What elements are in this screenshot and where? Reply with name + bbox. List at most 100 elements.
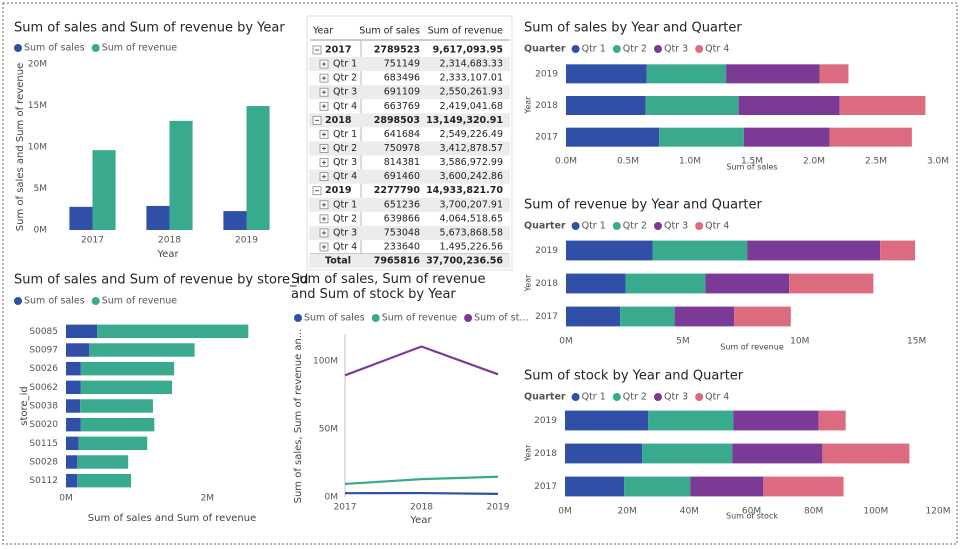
x-axis-label: Sum of sales bbox=[726, 163, 777, 172]
table-cell: 2019 bbox=[325, 185, 351, 196]
x-tick-label: 2.5M bbox=[865, 157, 887, 167]
chart-title: Sum of stock by Year and Quarter bbox=[524, 369, 744, 384]
bar-segment bbox=[66, 417, 81, 432]
legend-title: Quarter bbox=[524, 44, 566, 55]
legend-label: Qtr 3 bbox=[664, 221, 688, 232]
table-cell: 3,586,972.99 bbox=[440, 157, 503, 168]
table-cell: 641684 bbox=[384, 129, 420, 140]
bar-segment bbox=[66, 436, 79, 451]
x-axis-label: Sum of revenue bbox=[720, 343, 784, 352]
table-header: Sum of revenue bbox=[428, 26, 504, 37]
x-tick-label: 0M bbox=[59, 494, 73, 504]
x-tick-label: 60M bbox=[742, 507, 761, 517]
x-tick-label: 0.5M bbox=[617, 157, 639, 167]
legend-label: Qtr 2 bbox=[623, 392, 647, 403]
y-axis-label: Sum of sales and Sum of revenue bbox=[15, 63, 26, 231]
y-tick-label: 0M bbox=[325, 493, 339, 503]
y-tick-label: 2019 bbox=[535, 69, 558, 79]
legend-label: Sum of sales bbox=[304, 313, 365, 324]
table-cell: Qtr 3 bbox=[333, 87, 357, 98]
legend-swatch bbox=[571, 45, 580, 53]
bar-segment bbox=[566, 240, 653, 261]
x-tick-label: 2018 bbox=[158, 236, 181, 246]
bar-segment bbox=[66, 361, 81, 376]
legend-label: Qtr 1 bbox=[582, 44, 606, 55]
x-tick-label: 0.0M bbox=[555, 157, 577, 167]
legend-label: Qtr 1 bbox=[582, 392, 606, 403]
y-axis-label: Year bbox=[524, 444, 533, 463]
table-cell: 1,495,226.56 bbox=[440, 241, 503, 252]
bar-segment bbox=[620, 306, 675, 327]
table-cell: 691460 bbox=[384, 171, 420, 182]
chart-title: Sum of sales and Sum of revenue by store… bbox=[14, 273, 308, 288]
bar bbox=[246, 106, 270, 230]
legend-label: Qtr 2 bbox=[623, 221, 647, 232]
bar-segment bbox=[642, 443, 733, 464]
legend-swatch bbox=[653, 393, 662, 401]
legend-label: Qtr 4 bbox=[705, 44, 729, 55]
bar-segment bbox=[624, 476, 691, 497]
chart-title-box: Sum of sales, Sum of revenue and Sum of … bbox=[291, 272, 486, 302]
table-cell: Qtr 3 bbox=[333, 157, 357, 168]
legend-label: Qtr 3 bbox=[664, 392, 688, 403]
bar bbox=[169, 120, 193, 230]
legend-swatch bbox=[653, 222, 662, 230]
legend-label: Qtr 3 bbox=[664, 44, 688, 55]
x-tick-label: 40M bbox=[680, 507, 699, 517]
legend-label: Sum of sales bbox=[24, 296, 85, 307]
table-cell: 3,412,878.57 bbox=[440, 143, 503, 154]
y-axis-label: store_id bbox=[19, 386, 30, 425]
chart-title: Sum of sales by Year and Quarter bbox=[524, 21, 742, 36]
bar-segment bbox=[648, 410, 734, 431]
table-cell: 651236 bbox=[384, 199, 420, 210]
y-tick-label: S0020 bbox=[29, 420, 58, 430]
table-cell: 751149 bbox=[384, 59, 420, 70]
legend-label: Qtr 1 bbox=[582, 221, 606, 232]
bar-segment bbox=[66, 380, 81, 395]
legend-swatch bbox=[14, 297, 22, 305]
bar-segment bbox=[566, 96, 646, 115]
legend-swatch bbox=[91, 297, 100, 305]
table-cell: 2017 bbox=[325, 45, 351, 56]
x-tick-label: 2019 bbox=[235, 236, 258, 246]
y-tick-label: 10M bbox=[28, 143, 47, 153]
bar-segment bbox=[733, 410, 819, 431]
bar-segment bbox=[80, 399, 153, 413]
bar-segment bbox=[690, 476, 764, 497]
legend-label: Qtr 2 bbox=[623, 44, 647, 55]
legend-label: Sum of revenue bbox=[102, 43, 178, 54]
table-cell: 2,549,226.49 bbox=[440, 129, 503, 140]
y-tick-label: 2017 bbox=[534, 482, 557, 492]
x-axis-label: Year bbox=[156, 249, 179, 260]
x-tick-label: 0M bbox=[558, 507, 572, 517]
x-tick-label: 15M bbox=[907, 337, 926, 347]
bar-segment bbox=[566, 273, 626, 294]
bar-segment bbox=[738, 96, 840, 115]
chart-title: Sum of revenue by Year and Quarter bbox=[524, 198, 763, 213]
bar-segment bbox=[80, 417, 155, 432]
bar bbox=[69, 206, 93, 230]
chart-title: Sum of sales, Sum of revenue and Sum of … bbox=[291, 272, 486, 302]
y-tick-label: 100M bbox=[313, 357, 338, 367]
x-tick-label: 2M bbox=[201, 494, 215, 504]
table-cell: Qtr 4 bbox=[333, 171, 357, 182]
y-axis-label: Sum of sales, Sum of revenue an... bbox=[293, 329, 304, 504]
legend-label: Qtr 4 bbox=[705, 221, 729, 232]
x-tick-label: 2.0M bbox=[803, 157, 825, 167]
table-cell: 7965816 bbox=[374, 256, 421, 267]
y-tick-label: 15M bbox=[28, 101, 47, 111]
y-tick-label: S0026 bbox=[29, 364, 58, 374]
legend-swatch bbox=[294, 314, 302, 322]
legend-label: Qtr 4 bbox=[705, 392, 729, 403]
bar-segment bbox=[645, 96, 739, 115]
bar bbox=[92, 150, 116, 230]
table-cell: Qtr 4 bbox=[333, 241, 357, 252]
row-shade bbox=[309, 197, 510, 212]
legend-swatch bbox=[571, 393, 580, 401]
y-tick-label: 2019 bbox=[534, 416, 557, 426]
table-cell: 9,617,093.95 bbox=[433, 45, 503, 56]
x-tick-label: 20M bbox=[618, 507, 637, 517]
bar bbox=[223, 211, 247, 230]
y-tick-label: 2018 bbox=[534, 449, 557, 459]
